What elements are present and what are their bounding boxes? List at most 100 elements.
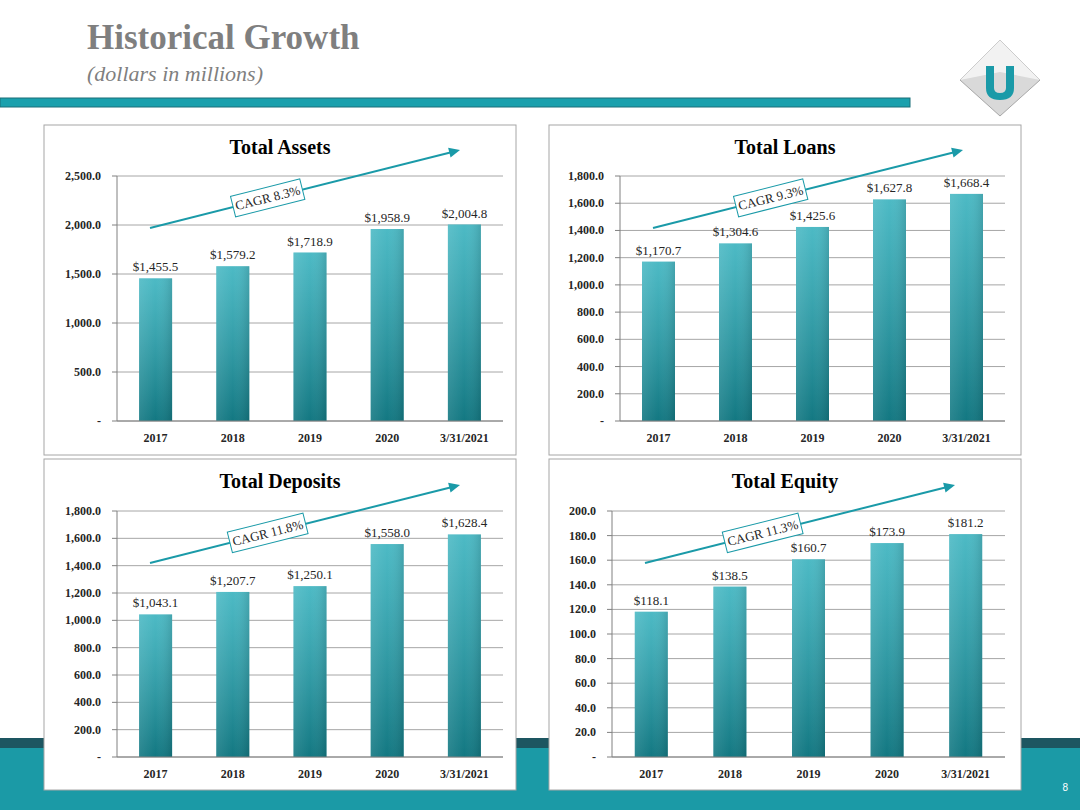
- bar-shade: [448, 225, 481, 421]
- tick-label: 400.0: [74, 695, 101, 709]
- page-number: 8: [1062, 782, 1068, 793]
- grid-line: [117, 565, 503, 566]
- tick-label: 120.0: [569, 602, 596, 616]
- tick-label: 1,000.0: [65, 613, 101, 627]
- chart-title: Total Equity: [732, 470, 839, 493]
- bars: [642, 194, 983, 421]
- bars: [635, 534, 982, 757]
- tick-label: 1,800.0: [65, 504, 101, 518]
- tick-label: 1,500.0: [65, 267, 101, 281]
- tick-label: 800.0: [74, 641, 101, 655]
- grid-line: [612, 535, 1005, 536]
- tick-mark: [615, 339, 620, 340]
- tick-label: -: [97, 750, 101, 764]
- tick-label: 400.0: [577, 360, 604, 374]
- bar: [642, 262, 675, 421]
- bar-shade: [216, 266, 249, 421]
- tick-label: 60.0: [575, 676, 596, 690]
- tick-mark: [607, 757, 612, 758]
- tick-label: 1,800.0: [568, 169, 604, 183]
- chart-panel: Total Equity-20.040.060.080.0100.0120.01…: [549, 459, 1021, 790]
- annotation-box: [227, 513, 308, 552]
- bar-shade: [448, 534, 481, 757]
- category-label: 2020: [875, 767, 899, 781]
- tick-label: 1,200.0: [65, 586, 101, 600]
- tick-mark: [607, 658, 612, 659]
- bar-shade: [371, 544, 404, 757]
- tick-mark: [112, 702, 117, 703]
- tick-label: 140.0: [569, 578, 596, 592]
- bar: [371, 229, 404, 421]
- data-label: $1,043.1: [133, 595, 179, 610]
- trend-arrow: [150, 487, 451, 563]
- tick-mark: [112, 675, 117, 676]
- tick-mark: [615, 366, 620, 367]
- bars: [139, 225, 481, 421]
- annotation-box: [230, 179, 304, 217]
- tick-mark: [112, 421, 117, 422]
- annotation-text: CAGR 11.3%: [726, 517, 800, 549]
- category-label: 2017: [144, 431, 168, 445]
- bar: [371, 544, 404, 757]
- category-label: 2020: [375, 767, 399, 781]
- bar-shade: [792, 559, 825, 757]
- header-rule: [0, 98, 910, 107]
- tick-label: 40.0: [575, 701, 596, 715]
- bars: [139, 534, 481, 757]
- bar-shade: [642, 262, 675, 421]
- bar-shade: [139, 614, 172, 757]
- y-axis: [117, 176, 118, 421]
- tick-mark: [607, 634, 612, 635]
- bar-shade: [796, 227, 829, 421]
- annotation-text: CAGR 8.3%: [234, 182, 302, 213]
- grid-line: [620, 421, 1005, 422]
- tick-mark: [112, 565, 117, 566]
- data-label: $1,628.4: [442, 515, 488, 530]
- category-label: 2017: [144, 767, 168, 781]
- bar-shade: [294, 586, 327, 757]
- tick-label: -: [592, 750, 596, 764]
- tick-label: -: [97, 414, 101, 428]
- data-label: $1,558.0: [364, 525, 410, 540]
- tick-label: 1,400.0: [568, 223, 604, 237]
- tick-mark: [112, 372, 117, 373]
- annotation: CAGR 11.3%: [722, 513, 803, 552]
- tick-mark: [112, 729, 117, 730]
- bar: [216, 592, 249, 757]
- tick-mark: [607, 707, 612, 708]
- tick-label: 1,600.0: [568, 196, 604, 210]
- data-label: $1,455.5: [133, 259, 179, 274]
- bar-shade: [448, 225, 481, 421]
- category-label: 2020: [375, 431, 399, 445]
- bar-shade: [635, 612, 668, 757]
- trend-arrow-head: [448, 483, 460, 493]
- tick-mark: [607, 584, 612, 585]
- bar-shade: [294, 586, 327, 757]
- category-label: 2020: [878, 431, 902, 445]
- bar-shade: [950, 194, 983, 421]
- category-label: 2019: [801, 431, 825, 445]
- tick-mark: [112, 620, 117, 621]
- data-label: $1,668.4: [944, 175, 990, 190]
- data-label: $1,627.8: [867, 180, 913, 195]
- grid-line: [612, 757, 1005, 758]
- y-axis: [612, 511, 613, 757]
- data-label: $1,304.6: [713, 224, 759, 239]
- grid-line: [117, 511, 503, 512]
- tick-label: 1,000.0: [568, 278, 604, 292]
- category-label: 3/31/2021: [942, 431, 991, 445]
- logo-mark: [986, 66, 1014, 100]
- grid-line: [117, 757, 503, 758]
- tick-label: 500.0: [74, 365, 101, 379]
- bar: [448, 225, 481, 421]
- data-label: $1,250.1: [287, 567, 333, 582]
- tick-label: 800.0: [577, 305, 604, 319]
- tick-mark: [112, 274, 117, 275]
- bar: [294, 586, 327, 757]
- bar: [719, 243, 752, 421]
- logo: [960, 40, 1040, 116]
- bar-shade: [950, 194, 983, 421]
- bar: [713, 587, 746, 757]
- category-label: 2019: [797, 767, 821, 781]
- chart-panel: Total Assets-500.01,000.01,500.02,000.02…: [44, 125, 516, 455]
